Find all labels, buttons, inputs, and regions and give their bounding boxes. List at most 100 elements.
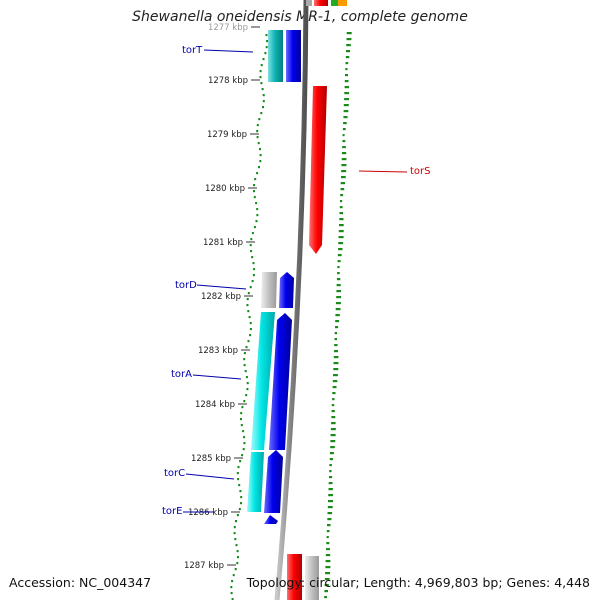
map-title: Shewanella oneidensis MR-1, complete gen… <box>132 9 468 25</box>
gc-skew-dot <box>246 388 249 391</box>
gene-label-torD[interactable]: torD <box>175 280 197 291</box>
gc-skew-dot <box>251 232 254 235</box>
gc-skew-dot <box>338 248 343 251</box>
gc-skew-dot <box>344 86 349 89</box>
gc-skew-dot <box>339 218 344 221</box>
gc-skew-dot <box>239 490 242 493</box>
gc-skew-dot <box>247 292 250 295</box>
gc-skew-dot <box>251 280 254 283</box>
gc-skew-dot <box>260 64 263 67</box>
gc-skew-dot <box>326 536 329 539</box>
gc-skew-dot <box>249 334 252 337</box>
gc-skew-dot <box>341 152 347 155</box>
gc-skew-dot <box>240 502 242 505</box>
gc-skew-dot <box>346 32 352 35</box>
gc-skew-dot <box>240 496 243 499</box>
gc-skew-dot <box>333 374 338 377</box>
gene-torA-cds <box>269 313 292 450</box>
gc-skew-dot <box>330 440 336 443</box>
feature-top-green <box>331 0 338 6</box>
gc-skew-dot <box>331 404 335 407</box>
gc-skew-dot <box>337 266 340 269</box>
gc-skew-dot <box>253 268 256 271</box>
gc-skew-dot <box>230 586 233 589</box>
gc-skew-dot <box>335 302 341 305</box>
gc-skew-dot <box>324 596 327 599</box>
gc-skew-dot <box>344 98 350 101</box>
gene-label-torC[interactable]: torC <box>164 468 185 479</box>
gc-skew-dot <box>237 556 239 559</box>
gc-skew-dot <box>255 202 258 205</box>
gc-skew-dot <box>253 196 256 199</box>
gc-skew-dot <box>235 544 238 547</box>
gc-skew-dot <box>246 382 249 385</box>
cog-cyan-torC <box>247 452 264 512</box>
tick-label-1287: 1287 kbp <box>184 561 224 571</box>
gene-label-torT-group[interactable]: torT <box>182 45 254 56</box>
gc-skew-dot <box>248 316 251 319</box>
tick-label-1285: 1285 kbp <box>191 454 231 464</box>
gc-skew-dot <box>327 524 331 527</box>
gc-skew-dot <box>236 562 239 565</box>
gc-skew-dot <box>245 346 248 349</box>
gc-skew-dot <box>262 94 265 97</box>
gene-label-torS[interactable]: torS <box>410 166 431 177</box>
gc-skew-dot <box>243 442 246 445</box>
gc-skew-dot <box>345 62 349 65</box>
gc-skew-dot <box>330 446 335 449</box>
gc-skew-dot <box>250 238 253 241</box>
gene-label-torE[interactable]: torE <box>162 506 182 517</box>
gc-skew-dot <box>331 410 335 413</box>
gene-label-torC-group[interactable]: torC <box>164 468 235 480</box>
gc-skew-dot <box>232 574 235 577</box>
gene-label-torA[interactable]: torA <box>171 369 192 380</box>
gc-skew-dot <box>340 188 345 191</box>
gc-skew-dot <box>234 568 237 571</box>
gc-skew-dot <box>334 332 337 335</box>
gene-label-torE-group[interactable]: torE <box>162 506 214 517</box>
cog-cyan-torT <box>268 30 283 82</box>
feature-top-orange <box>338 0 347 6</box>
scale-ticks: 1277 kbp 1278 kbp 1279 kbp 1280 kbp 1281… <box>184 23 260 571</box>
tick-label-1286: 1286 kbp <box>188 508 228 518</box>
gc-skew-dot <box>333 356 339 359</box>
gc-skew-dot <box>340 200 343 203</box>
gene-torD-cds <box>279 272 294 308</box>
tick-label-1278: 1278 kbp <box>208 76 248 86</box>
gc-skew-dot <box>327 506 333 509</box>
gc-skew-dot <box>252 274 255 277</box>
gc-skew-dot <box>333 368 339 371</box>
gc-skew-dot <box>340 182 345 185</box>
gc-skew-dot <box>264 52 267 55</box>
gc-skew-dot <box>243 352 246 355</box>
gene-label-torS-group[interactable]: torS <box>358 166 431 177</box>
gc-skew-dot <box>345 68 348 71</box>
gene-torT-cds <box>286 30 301 82</box>
gc-skew-dot <box>343 104 349 107</box>
gc-skew-dot <box>328 488 333 491</box>
tick-label-1282: 1282 kbp <box>201 292 241 302</box>
gc-skew-dot <box>329 476 333 479</box>
gc-skew-dot <box>265 34 268 37</box>
gc-skew-dot <box>345 74 348 77</box>
gene-label-torD-group[interactable]: torD <box>175 280 247 291</box>
gc-skew-dot <box>230 592 233 595</box>
gc-skew-dot <box>253 190 255 193</box>
gc-skew-dot <box>332 386 337 389</box>
gc-skew-dot <box>233 532 236 535</box>
gc-skew-dot <box>330 434 336 437</box>
gc-skew-dot <box>244 370 247 373</box>
gene-label-torT[interactable]: torT <box>182 45 203 56</box>
gc-skew-dot <box>260 112 263 115</box>
gc-skew-dot <box>335 314 340 317</box>
gc-skew-dot <box>341 164 347 167</box>
gc-skew-dot <box>324 578 330 581</box>
gene-label-torA-group[interactable]: torA <box>171 369 242 380</box>
gc-skew-dot <box>249 244 252 247</box>
gc-skew-dot <box>236 550 239 553</box>
gc-skew-dot <box>256 130 259 133</box>
gc-skew-dot <box>259 76 262 79</box>
gc-skew-dot <box>238 508 241 511</box>
gc-skew-dot <box>332 392 336 395</box>
gc-skew-dot <box>324 590 328 593</box>
